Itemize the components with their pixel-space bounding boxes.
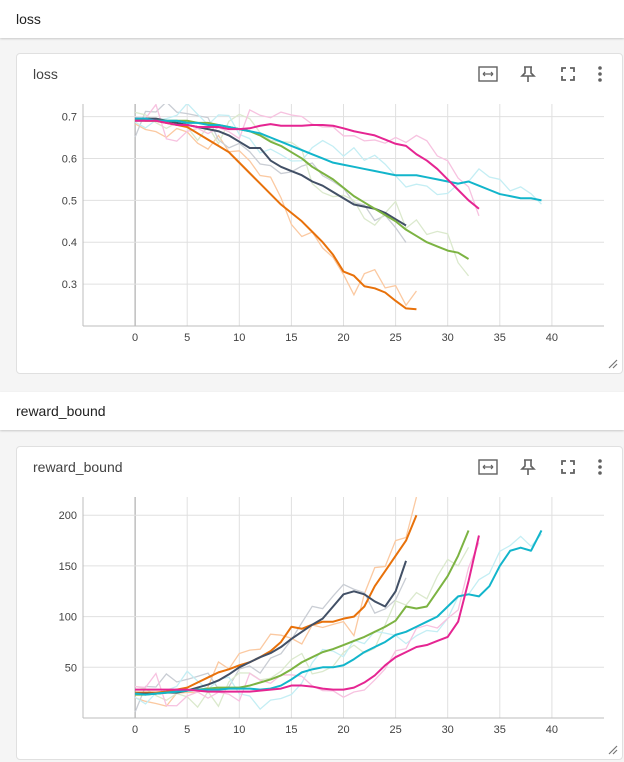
reward-bound-chart[interactable]: 0 5 10 15 20 25 30 35 40 50 100 150 200 [17, 447, 622, 759]
fullscreen-button[interactable] [554, 60, 582, 88]
series-line [135, 535, 480, 693]
pin-icon [520, 459, 536, 475]
fit-domain-button[interactable] [474, 453, 502, 481]
x-tick-label: 0 [132, 724, 138, 736]
pin-button[interactable] [514, 60, 542, 88]
x-tick-label: 5 [184, 724, 190, 736]
x-tick-label: 35 [494, 724, 506, 736]
raw-series-line [134, 104, 407, 243]
x-tick-label: 40 [546, 332, 558, 344]
section-title: loss [16, 11, 41, 27]
fit-domain-icon [478, 66, 498, 82]
more-button[interactable] [586, 60, 614, 88]
card-toolbar [474, 60, 614, 88]
series-line [135, 117, 407, 227]
y-tick-label: 0.3 [62, 279, 77, 291]
x-tick-label: 15 [285, 724, 297, 736]
plot-area [134, 497, 543, 713]
x-tick-label: 40 [546, 724, 558, 736]
fullscreen-icon [561, 460, 575, 474]
x-tick-label: 0 [132, 332, 138, 344]
card-title: loss [33, 66, 58, 82]
card-toolbar [474, 453, 614, 481]
raw-series-line [134, 104, 542, 205]
x-tick-label: 5 [184, 332, 190, 344]
chart-card-reward-bound: reward_bound 0 5 10 15 20 25 30 35 40 50 100 150 200 [16, 446, 623, 760]
resize-handle-icon[interactable] [608, 745, 618, 755]
raw-series-line [134, 546, 470, 709]
series-line [134, 117, 417, 311]
plot-area [134, 104, 542, 311]
section-title: reward_bound [16, 403, 106, 419]
y-tick-label: 50 [65, 662, 77, 674]
x-tick-label: 30 [442, 332, 454, 344]
pin-icon [520, 66, 536, 82]
y-tick-label: 100 [59, 612, 77, 624]
y-tick-label: 200 [59, 510, 77, 522]
fit-domain-icon [478, 459, 498, 475]
x-tick-label: 30 [442, 724, 454, 736]
series-line [135, 117, 542, 202]
series-line [135, 530, 470, 696]
x-tick-label: 10 [233, 332, 245, 344]
fit-domain-button[interactable] [474, 60, 502, 88]
more-button[interactable] [586, 453, 614, 481]
fullscreen-icon [561, 67, 575, 81]
section-header-reward-bound[interactable]: reward_bound [0, 392, 624, 430]
x-tick-label: 25 [389, 332, 401, 344]
y-tick-label: 0.6 [62, 153, 77, 165]
y-tick-label: 0.7 [62, 112, 77, 124]
chart-card-loss: loss 0 5 10 15 20 25 30 35 40 0.3 0.4 0.5 0.6 0.7 [16, 53, 623, 374]
section-header-loss[interactable]: loss [0, 0, 624, 38]
y-tick-label: 0.4 [62, 237, 77, 249]
x-tick-label: 20 [337, 332, 349, 344]
x-tick-label: 15 [285, 332, 297, 344]
raw-series-line [134, 123, 417, 307]
series-line [135, 119, 470, 260]
pin-button[interactable] [514, 453, 542, 481]
more-vert-icon [598, 66, 602, 82]
series-line [135, 529, 543, 696]
x-tick-label: 25 [389, 724, 401, 736]
y-tick-label: 150 [59, 561, 77, 573]
raw-series-line [135, 542, 480, 707]
more-vert-icon [598, 459, 602, 475]
series-line [135, 119, 480, 210]
card-title: reward_bound [33, 459, 123, 475]
resize-handle-icon[interactable] [608, 359, 618, 369]
x-tick-label: 35 [494, 332, 506, 344]
x-tick-label: 10 [233, 724, 245, 736]
series-line [135, 560, 407, 695]
y-tick-label: 0.5 [62, 195, 77, 207]
raw-series-line [134, 497, 418, 707]
loss-chart[interactable]: 0 5 10 15 20 25 30 35 40 0.3 0.4 0.5 0.6 0.7 [17, 54, 622, 373]
x-tick-label: 20 [337, 724, 349, 736]
series-line [135, 514, 418, 694]
fullscreen-button[interactable] [554, 453, 582, 481]
